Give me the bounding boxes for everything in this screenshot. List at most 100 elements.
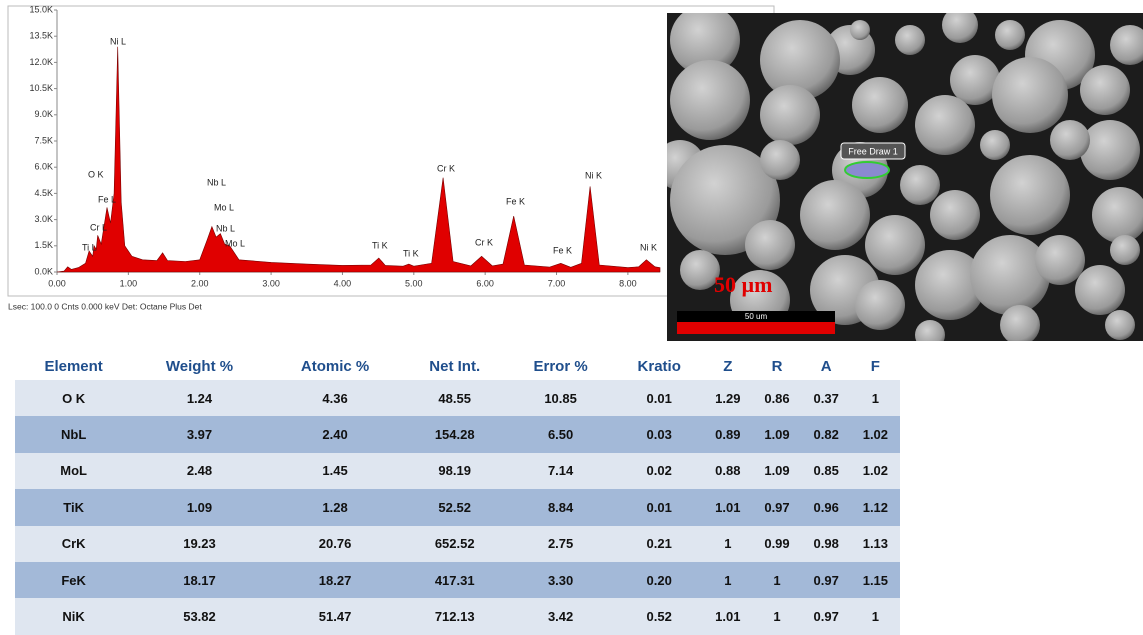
- scale-bar-label: 50 um: [745, 312, 768, 321]
- peak-label: O K: [88, 169, 104, 179]
- column-header: Error %: [506, 352, 615, 380]
- sem-image: Free Draw 1 50 µm 50 um: [667, 13, 1143, 341]
- column-header: F: [851, 352, 900, 380]
- table-cell: 0.98: [802, 526, 851, 562]
- table-cell: 0.02: [615, 453, 703, 489]
- x-tick-label: 0.00: [48, 278, 66, 288]
- y-tick-label: 12.0K: [29, 57, 53, 67]
- table-cell: 0.99: [752, 526, 801, 562]
- column-header: Kratio: [615, 352, 703, 380]
- particle: [1105, 310, 1135, 340]
- table-cell: 154.28: [403, 416, 506, 452]
- table-cell: 18.27: [267, 562, 404, 598]
- x-tick-label: 4.00: [334, 278, 352, 288]
- table-cell: 0.20: [615, 562, 703, 598]
- table-cell: 0.03: [615, 416, 703, 452]
- particle: [1035, 235, 1085, 285]
- table-cell: O K: [15, 380, 132, 416]
- table-cell: 1.09: [752, 416, 801, 452]
- table-cell: 10.85: [506, 380, 615, 416]
- table-cell: 98.19: [403, 453, 506, 489]
- spectrum-chart: Lsec: 100.0 0 Cnts 0.000 keV Det: Octane…: [0, 0, 780, 340]
- y-tick-label: 10.5K: [29, 83, 53, 93]
- particle: [1080, 120, 1140, 180]
- table-cell: 1.09: [752, 453, 801, 489]
- scale-bar-red: [677, 322, 835, 334]
- particle: [895, 25, 925, 55]
- particle: [915, 95, 975, 155]
- table-cell: 7.14: [506, 453, 615, 489]
- particle: [995, 20, 1025, 50]
- y-tick-label: 9.0K: [34, 109, 53, 119]
- peak-label: Nb L: [216, 223, 235, 233]
- table-cell: 0.89: [703, 416, 752, 452]
- column-header: R: [752, 352, 801, 380]
- table-cell: MoL: [15, 453, 132, 489]
- table-cell: NbL: [15, 416, 132, 452]
- table-cell: 1: [703, 562, 752, 598]
- y-tick-label: 1.5K: [34, 240, 53, 250]
- particle: [670, 60, 750, 140]
- table-cell: TiK: [15, 489, 132, 525]
- table-cell: 1.02: [851, 453, 900, 489]
- peak-label: Ni K: [640, 242, 657, 252]
- table-cell: 1.01: [703, 489, 752, 525]
- peak-label: Fe K: [553, 245, 572, 255]
- table-cell: 1.29: [703, 380, 752, 416]
- table-cell: CrK: [15, 526, 132, 562]
- table-cell: 3.42: [506, 598, 615, 634]
- peak-label: Ti K: [403, 248, 419, 258]
- table-cell: 2.75: [506, 526, 615, 562]
- table-header: ElementWeight %Atomic %Net Int.Error %Kr…: [15, 352, 900, 380]
- particle: [745, 220, 795, 270]
- particle: [760, 140, 800, 180]
- column-header: Atomic %: [267, 352, 404, 380]
- table-cell: 0.85: [802, 453, 851, 489]
- table-cell: 1.02: [851, 416, 900, 452]
- table-cell: 0.97: [802, 562, 851, 598]
- peak-label: Cr K: [475, 237, 493, 247]
- table-cell: 0.21: [615, 526, 703, 562]
- y-tick-label: 13.5K: [29, 31, 53, 41]
- peak-label: Mo L: [225, 238, 245, 248]
- table-cell: 1: [752, 598, 801, 634]
- roi-label: Free Draw 1: [848, 146, 898, 156]
- particle: [800, 180, 870, 250]
- particle: [990, 155, 1070, 235]
- peak-label: Cr K: [437, 163, 455, 173]
- table-cell: 1: [752, 562, 801, 598]
- y-tick-label: 15.0K: [29, 4, 53, 14]
- particle: [850, 20, 870, 40]
- y-tick-label: 0.0K: [34, 266, 53, 276]
- peak-label: Ti L: [82, 242, 97, 252]
- table-cell: 1.28: [267, 489, 404, 525]
- peak-label: Nb L: [207, 177, 226, 187]
- table-cell: 0.97: [752, 489, 801, 525]
- particle: [900, 165, 940, 205]
- particle: [930, 190, 980, 240]
- table-cell: 3.97: [132, 416, 266, 452]
- chart-footer: Lsec: 100.0 0 Cnts 0.000 keV Det: Octane…: [8, 301, 202, 311]
- table-cell: 6.50: [506, 416, 615, 452]
- scale-text: 50 µm: [714, 272, 773, 297]
- table-cell: 1.12: [851, 489, 900, 525]
- table-cell: 0.82: [802, 416, 851, 452]
- table-cell: 1.09: [132, 489, 266, 525]
- column-header: Net Int.: [403, 352, 506, 380]
- particle: [760, 85, 820, 145]
- table-cell: 0.37: [802, 380, 851, 416]
- table-cell: 417.31: [403, 562, 506, 598]
- peak-label: Ni L: [110, 36, 126, 46]
- particle: [855, 280, 905, 330]
- particle: [1050, 120, 1090, 160]
- table-cell: 0.01: [615, 380, 703, 416]
- page: {"chart_data": {"type": "area", "x": [0.…: [0, 0, 1143, 631]
- table-cell: 20.76: [267, 526, 404, 562]
- table-cell: 2.48: [132, 453, 266, 489]
- particle: [1075, 265, 1125, 315]
